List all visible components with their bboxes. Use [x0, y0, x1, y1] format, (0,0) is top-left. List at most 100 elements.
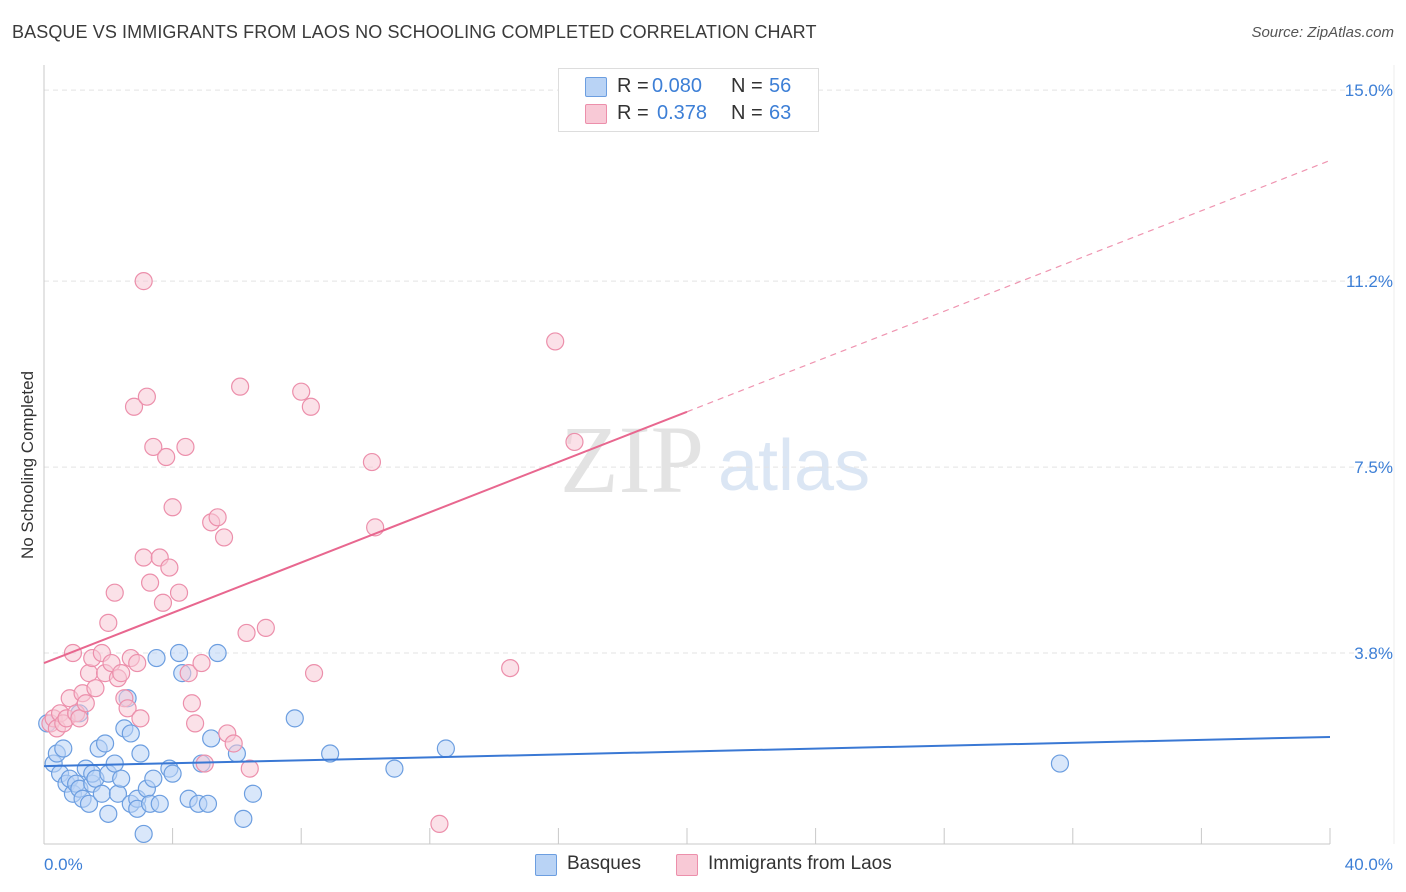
y-tick-label-0: 3.8%: [1354, 644, 1393, 663]
r-label: R =: [617, 102, 649, 124]
laos-point-14: [86, 679, 105, 698]
source-credit: Source: ZipAtlas.com: [1251, 24, 1394, 41]
laos-point-41: [186, 714, 205, 733]
basques-point-39: [169, 643, 189, 663]
n-value: 63: [769, 102, 792, 124]
basques-point-53: [436, 739, 455, 758]
y-tick-label-1: 7.5%: [1354, 458, 1393, 477]
basques-point-30: [131, 744, 150, 763]
x-tick-label-1: 40.0%: [1345, 855, 1393, 874]
basques-point-52: [385, 759, 404, 778]
basques-point-45: [202, 729, 221, 748]
laos-point-34: [157, 447, 176, 467]
laos-trend-extension: [686, 159, 1331, 413]
laos-point-51: [240, 759, 259, 778]
basques-legend-label: Basques: [567, 853, 641, 874]
laos-point-35: [160, 558, 179, 577]
laos-point-25: [124, 397, 144, 416]
basques-point-48: [234, 809, 253, 828]
y-tick-label-3: 15.0%: [1345, 81, 1393, 100]
basques-point-23: [112, 769, 131, 788]
basques-swatch: [585, 77, 607, 97]
basques-point-26: [121, 724, 140, 743]
laos-point-61: [565, 432, 584, 452]
basques-trend-line: [43, 735, 1331, 768]
basques-legend-swatch: [535, 854, 557, 876]
basques-point-51: [321, 744, 340, 763]
laos-trend-line: [43, 410, 688, 665]
series-legend: Basques Immigrants from Laos: [0, 852, 1406, 878]
basques-point-46: [208, 643, 227, 663]
axes: [43, 65, 1395, 845]
tick-labels: 3.8% 7.5% 11.2% 15.0% 0.0% 40.0%: [44, 81, 1393, 874]
basques-point-44: [198, 794, 218, 813]
basques-point-18: [95, 734, 115, 753]
laos-point-26: [128, 653, 147, 673]
y-axis-label-container: No Schooling Completed: [16, 300, 40, 630]
laos-point-48: [224, 734, 243, 753]
laos-point-39: [179, 664, 198, 683]
r-value: 0.378: [657, 102, 708, 124]
basques-point-49: [243, 784, 263, 803]
basques-point-12: [79, 794, 99, 813]
basques-point-3: [54, 739, 73, 758]
laos-point-31: [144, 437, 163, 457]
n-value: 56: [769, 75, 792, 97]
laos-point-40: [182, 694, 201, 713]
r-label: R =: [617, 75, 649, 97]
laos-point-57: [362, 452, 382, 472]
laos-point-42: [192, 653, 211, 673]
basques-point-20: [99, 804, 118, 823]
n-label: N =: [731, 75, 763, 97]
basques-point-17: [92, 784, 111, 803]
laos-point-53: [292, 382, 311, 401]
correlation-legend: R = 0.080 N = 56 R = 0.378 N = 63: [558, 68, 819, 132]
laos-point-52: [256, 618, 275, 637]
trend-lines: [43, 159, 1331, 768]
laos-point-28: [134, 548, 153, 567]
laos-point-12: [79, 664, 99, 683]
laos-point-60: [546, 332, 565, 351]
grid-lines: [44, 89, 1394, 654]
r-value: 0.080: [652, 75, 703, 97]
watermark-atlas: atlas: [718, 426, 870, 506]
data-points: [38, 272, 1070, 844]
laos-point-59: [501, 658, 520, 678]
laos-point-23: [118, 699, 137, 718]
laos-point-54: [301, 397, 320, 416]
laos-point-17: [99, 613, 118, 632]
y-tick-label-2: 11.2%: [1346, 272, 1393, 291]
basques-point-31: [134, 824, 153, 844]
laos-point-36: [163, 498, 182, 517]
basques-point-50: [285, 709, 304, 728]
laos-point-45: [208, 508, 227, 527]
laos-point-30: [140, 573, 160, 592]
laos-swatch: [585, 104, 607, 124]
laos-point-33: [153, 593, 173, 612]
basques-point-38: [163, 764, 182, 783]
laos-point-27: [131, 709, 150, 728]
laos-legend-label: Immigrants from Laos: [708, 853, 892, 874]
laos-point-29: [137, 387, 156, 406]
laos-legend-swatch: [676, 854, 698, 876]
basques-point-36: [150, 794, 169, 813]
zipatlas-watermark: ZIP atlas: [560, 406, 870, 513]
n-label: N =: [731, 102, 763, 124]
laos-point-62: [134, 272, 153, 291]
laos-point-49: [231, 377, 250, 396]
x-tick-label-0: 0.0%: [44, 855, 83, 874]
laos-point-46: [214, 528, 234, 547]
laos-point-7: [63, 643, 83, 663]
laos-point-58: [430, 814, 449, 833]
watermark-zip: ZIP: [560, 406, 704, 513]
laos-point-37: [169, 583, 189, 602]
laos-point-21: [112, 664, 131, 683]
laos-point-11: [76, 694, 95, 713]
laos-point-19: [105, 583, 124, 602]
basques-point-54: [1050, 754, 1070, 773]
laos-point-50: [237, 623, 256, 643]
laos-point-38: [176, 437, 195, 457]
laos-point-9: [70, 709, 89, 728]
laos-point-55: [304, 664, 324, 683]
